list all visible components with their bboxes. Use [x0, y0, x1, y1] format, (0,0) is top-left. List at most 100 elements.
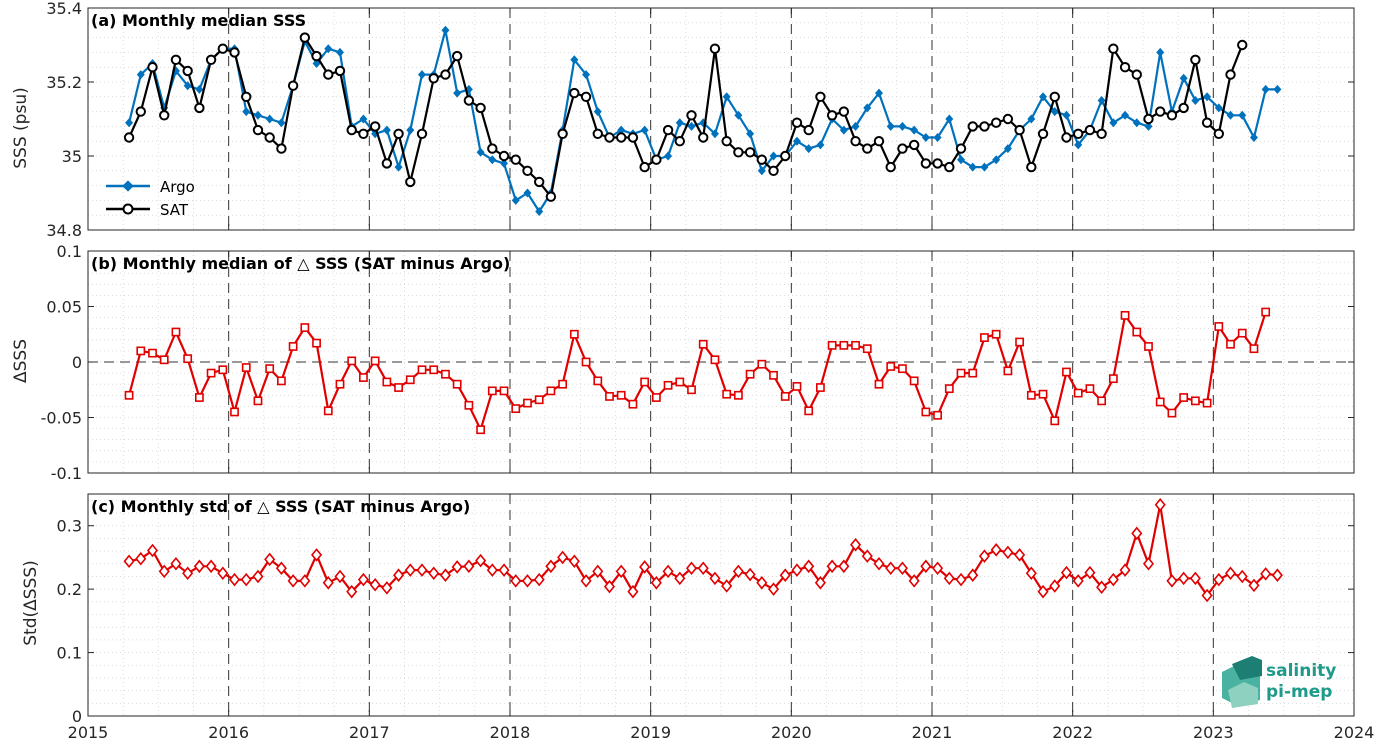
argo-point [886, 121, 895, 131]
std-point [521, 574, 534, 588]
std-point [1002, 545, 1014, 560]
std-point [1236, 569, 1248, 584]
std-point [404, 563, 416, 577]
sat-point [545, 191, 557, 202]
std-point [838, 559, 850, 574]
delta-point [1097, 396, 1107, 406]
std-point [205, 559, 217, 574]
sat-point [510, 154, 521, 165]
argo-point [898, 121, 907, 131]
std-point [322, 576, 334, 590]
delta-point [558, 379, 568, 389]
std-point [381, 581, 393, 595]
delta-point [1155, 397, 1165, 407]
argo-point [441, 25, 450, 35]
delta-point [499, 386, 509, 396]
x-tick-label: 2018 [490, 723, 531, 742]
sat-point [194, 102, 205, 114]
argo-point [769, 151, 778, 161]
std-point [287, 574, 299, 588]
sat-point [241, 91, 252, 103]
legend: Argo SAT [106, 178, 195, 219]
std-point [264, 552, 276, 567]
std-point [732, 564, 744, 579]
delta-point [956, 368, 966, 378]
argo-point [617, 125, 626, 135]
std-point [463, 559, 475, 574]
argo-point [804, 144, 813, 154]
delta-point [183, 354, 193, 364]
sat-point [1096, 128, 1107, 140]
argo-point [312, 59, 321, 68]
delta-point [241, 363, 251, 372]
delta-point [886, 362, 896, 371]
delta-point [616, 390, 626, 400]
std-point [685, 561, 698, 575]
sat-point [616, 132, 627, 143]
panel-c: 0 0.1 0.2 0.3 2015 2016 2017 2018 2019 2020 2021 20… [57, 493, 1374, 742]
delta-point [417, 365, 427, 375]
sat-point [826, 110, 838, 121]
std-point [1107, 572, 1119, 587]
std-point [861, 549, 873, 563]
argo-point [968, 162, 977, 172]
std-point [416, 563, 428, 577]
std-point [428, 566, 440, 581]
argo-point [277, 118, 286, 128]
sat-point [873, 136, 885, 147]
delta-point [452, 379, 462, 389]
y-tick-label: 0.2 [57, 580, 82, 599]
argo-point [757, 166, 766, 176]
argo-point [1273, 84, 1282, 94]
delta-point [651, 393, 661, 402]
std-point [1154, 498, 1166, 512]
delta-point [921, 407, 931, 417]
delta-point [944, 384, 954, 394]
argo-point [1132, 118, 1141, 128]
delta-point [534, 395, 544, 405]
std-point [990, 543, 1002, 557]
argo-point [1238, 110, 1247, 120]
delta-point [1167, 408, 1177, 418]
delta-point [218, 365, 228, 375]
argo-point [253, 110, 262, 120]
delta-point [335, 379, 345, 389]
delta-point [405, 375, 415, 385]
delta-point [851, 340, 860, 350]
delta-point [300, 323, 310, 332]
argo-point [1109, 118, 1118, 128]
delta-point [745, 369, 755, 379]
std-point [627, 584, 639, 599]
panel-b: -0.1 -0.05 0 0.05 0.1 [41, 242, 1355, 483]
sat-point [780, 150, 791, 162]
argo-point [1074, 140, 1083, 150]
std-point [311, 548, 323, 562]
sat-point [815, 91, 826, 103]
argo-point [1249, 133, 1258, 142]
delta-point [687, 385, 696, 395]
panel-a-title: (a) Monthly median SSS [91, 11, 306, 30]
delta-point [1003, 366, 1013, 376]
argo-point [242, 107, 251, 117]
delta-point [839, 340, 849, 350]
delta-point [675, 377, 685, 387]
sat-point [744, 147, 756, 158]
argo-point [792, 136, 801, 146]
delta-point [511, 404, 521, 414]
std-point [1072, 574, 1084, 588]
std-point [896, 561, 908, 575]
delta-point [312, 338, 321, 348]
argo-point [593, 107, 602, 117]
panel-b-ylabel: ΔSSS [11, 339, 31, 383]
sat-point [1166, 110, 1178, 121]
delta-point [698, 339, 708, 349]
legend-argo-label: Argo [160, 178, 195, 196]
std-point [123, 554, 135, 568]
argo-point [476, 147, 485, 157]
delta-point [1038, 389, 1048, 399]
argo-point [136, 70, 145, 80]
sat-point [662, 124, 674, 136]
delta-point [1132, 327, 1142, 337]
delta-point [816, 383, 825, 392]
